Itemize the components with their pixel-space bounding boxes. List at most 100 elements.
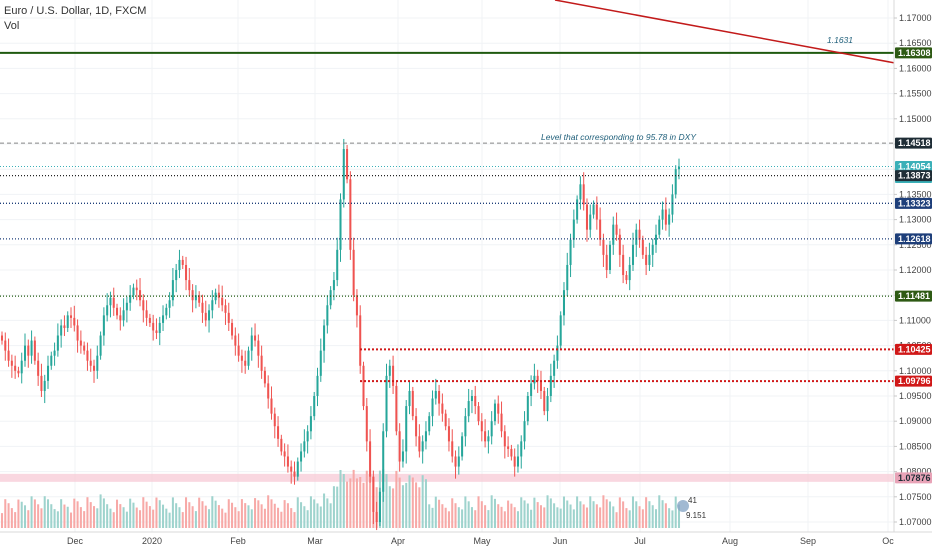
volume-bar [135, 507, 138, 528]
candle-body [533, 375, 536, 384]
candle-body [372, 476, 375, 512]
candle-body [645, 254, 648, 265]
candlesticks [0, 138, 681, 531]
time-tick-label: Jun [553, 536, 568, 546]
volume-bar [595, 504, 598, 528]
volume-bar [217, 505, 220, 528]
candle-body [418, 436, 421, 452]
candle-body [674, 169, 677, 195]
candle-body [250, 335, 253, 351]
price-tick-label: 1.15500 [899, 89, 932, 99]
volume-bar [237, 511, 240, 528]
price-tag-label: 1.11481 [898, 291, 930, 301]
trendline[interactable] [554, 0, 896, 64]
volume-bar [142, 497, 145, 528]
volume-bar [293, 512, 296, 528]
volume-bar [582, 504, 585, 528]
candle-body [86, 350, 89, 361]
candle-body [10, 360, 13, 366]
volume-bar [365, 470, 368, 528]
volume-bar [369, 474, 372, 528]
volume-bar [500, 506, 503, 528]
candle-body [664, 209, 667, 225]
volume-bar [349, 478, 352, 528]
volume-bar [428, 504, 431, 528]
candle-body [454, 456, 457, 467]
candle-body [576, 199, 579, 220]
candle-body [622, 254, 625, 276]
volume-bar [608, 501, 612, 528]
volume-bar [263, 508, 266, 528]
candle-body [677, 166, 681, 170]
candle-body [158, 322, 161, 333]
candle-body [480, 421, 483, 432]
candle-body [569, 239, 572, 265]
candle-body [497, 403, 500, 414]
candle-body [510, 448, 513, 457]
candle-body [329, 290, 332, 306]
volume-bar [631, 496, 635, 528]
volume-bar [497, 504, 500, 528]
candle-body [490, 421, 493, 437]
price-axis[interactable]: 1.07000 1.07500 1.08000 1.08500 1.09000 1.095… [894, 13, 932, 527]
candle-body [421, 441, 424, 452]
volume-bar [451, 498, 454, 528]
candle-body [119, 315, 122, 321]
candle-body [424, 431, 427, 442]
volume-bar [645, 497, 648, 528]
volume-bar [329, 503, 332, 528]
price-tag-label: 1.12618 [898, 234, 931, 244]
volume-bar [474, 510, 477, 528]
volume-bar [612, 506, 615, 528]
candle-body [556, 345, 559, 361]
chart-title[interactable]: Euro / U.S. Dollar, 1D, FXCM [4, 5, 147, 17]
candle-body [181, 259, 184, 265]
volume-bar [480, 501, 483, 528]
price-tick-label: 1.08000 [899, 467, 932, 477]
candle-body [175, 270, 178, 281]
candle-body [438, 390, 441, 404]
candle-body [520, 441, 523, 457]
candle-body [93, 365, 96, 371]
volume-bar [618, 497, 621, 528]
candle-body [635, 229, 638, 245]
volume-bar [641, 509, 644, 528]
candle-body [50, 355, 53, 366]
volume-bar [283, 500, 286, 528]
volume-bar [60, 499, 63, 528]
candle-body [559, 315, 562, 346]
volume-bar [454, 503, 457, 528]
candle-body [73, 317, 76, 326]
time-axis[interactable]: Dec 2020 Feb Mar Apr May Jun Jul Aug Sep Oc [67, 536, 894, 546]
candle-body [339, 199, 342, 250]
candle-body [125, 302, 128, 311]
volume-bar [395, 470, 398, 528]
volume-bar [523, 500, 526, 528]
candle-body [17, 370, 20, 374]
candle-body [553, 360, 556, 376]
candle-body [625, 275, 628, 281]
candle-body [336, 249, 339, 281]
volume-bar [671, 510, 674, 528]
candle-body [106, 305, 109, 316]
volume-bar [234, 507, 237, 528]
price-tag-label: 1.14054 [898, 161, 931, 171]
volume-bar [434, 496, 437, 528]
volume-bar [467, 501, 470, 528]
volume-bar [549, 498, 552, 528]
candle-body [188, 280, 191, 291]
candle-body [493, 403, 496, 422]
volume-bar [257, 500, 260, 528]
candle-body [451, 441, 454, 457]
volume-indicator-label[interactable]: Vol [4, 20, 20, 32]
volume-bar [208, 509, 211, 528]
volume-bar [530, 509, 533, 528]
volume-bar [651, 505, 654, 528]
candle-body [102, 315, 105, 336]
volume-bar [539, 505, 542, 528]
candle-body [194, 295, 197, 301]
price-tag-label: 1.13873 [898, 171, 931, 181]
volume-bar [116, 499, 119, 528]
support-band [0, 473, 894, 482]
